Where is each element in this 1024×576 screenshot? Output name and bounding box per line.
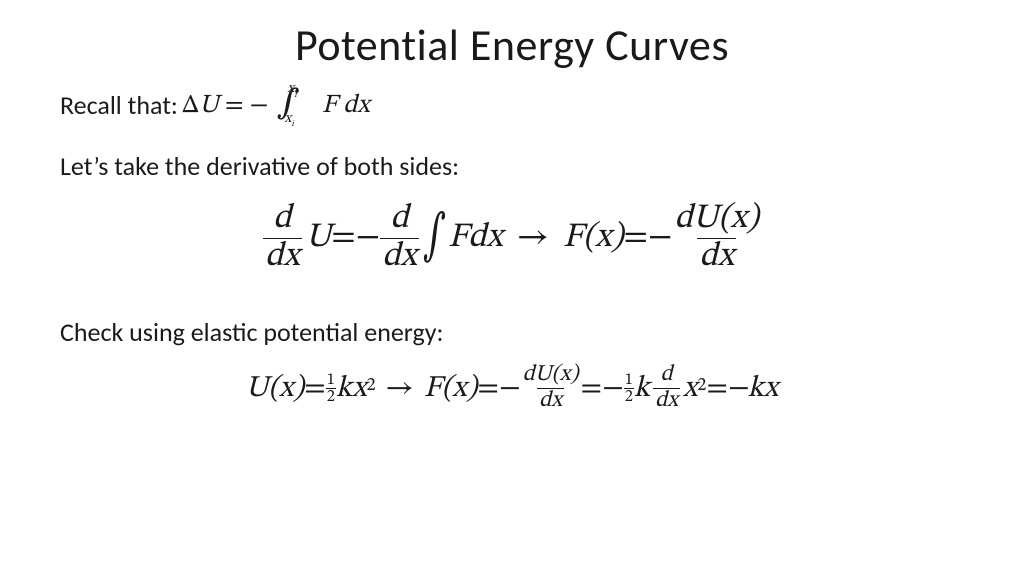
arrow-icon: → bbox=[385, 370, 413, 408]
recall-prefix: Recall that: bbox=[60, 89, 178, 123]
recall-line: Recall that: ΔU = − ∫ xf xi F dx bbox=[60, 88, 964, 124]
slide: Potential Energy Curves Recall that: ΔU … bbox=[0, 0, 1024, 576]
integral-icon: ∫ xf xi bbox=[277, 88, 300, 122]
integral-icon: ∫ bbox=[423, 204, 446, 273]
frac-ddx-right: d dx bbox=[380, 202, 419, 276]
eq-delta-u: ΔU = − ∫ xf xi F dx bbox=[182, 88, 370, 124]
derivative-equation: d dx U = − d dx ∫ Fdx → F(x) = − dU(x) d… bbox=[60, 202, 964, 276]
slide-title: Potential Energy Curves bbox=[60, 18, 964, 72]
check-line: Check using elastic potential energy: bbox=[60, 316, 964, 350]
frac-dUx-dx-2: dU(x) dx bbox=[521, 364, 581, 414]
derivative-line: Let’s take the derivative of both sides: bbox=[60, 150, 964, 184]
frac-dUx-dx: dU(x) dx bbox=[672, 202, 760, 276]
arrow-icon: → bbox=[517, 217, 549, 260]
frac-ddx-left: d dx bbox=[263, 202, 302, 276]
elastic-equation: U(x) = 1 2 kx2 → F(x) = − dU(x) dx = − 1… bbox=[60, 364, 964, 414]
frac-half-2: 1 2 bbox=[624, 372, 634, 406]
frac-ddx-3: d dx bbox=[653, 364, 680, 414]
frac-half-1: 1 2 bbox=[326, 372, 336, 406]
